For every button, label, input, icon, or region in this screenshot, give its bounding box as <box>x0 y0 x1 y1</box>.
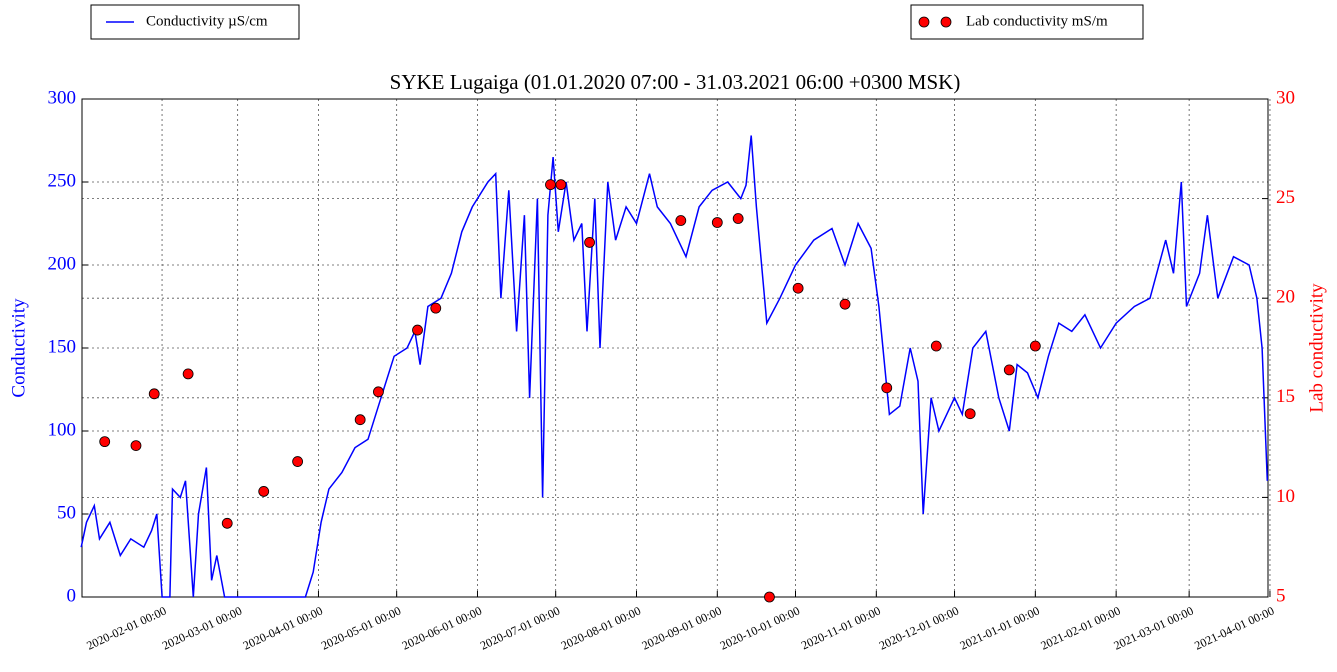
x-tick-label: 2020-03-01 00:00 <box>160 604 244 653</box>
lab-point <box>764 591 775 603</box>
lab-point <box>792 282 804 294</box>
y2-axis-label: Lab conductivity <box>1306 283 1327 413</box>
lab-point <box>430 302 442 314</box>
lab-point <box>930 340 942 352</box>
x-tick-label: 2020-08-01 00:00 <box>559 604 643 653</box>
lab-point <box>130 440 142 452</box>
x-tick-label: 2020-02-01 00:00 <box>84 604 168 653</box>
x-tick-label: 2020-04-01 00:00 <box>241 604 325 653</box>
y2-tick-label: 5 <box>1276 585 1286 606</box>
lab-point <box>839 298 851 310</box>
y-tick-label: 300 <box>48 87 77 108</box>
y2-tick-label: 10 <box>1276 486 1295 507</box>
x-tick-label: 2020-11-01 00:00 <box>799 604 883 653</box>
legend-swatch <box>918 16 930 28</box>
lab-point <box>258 486 270 497</box>
y-tick-label: 250 <box>48 170 77 191</box>
legend-label: Lab conductivity mS/m <box>966 13 1108 29</box>
lab-point <box>354 414 366 426</box>
y-axis-label: Conductivity <box>8 298 29 398</box>
y2-tick-label: 20 <box>1276 287 1295 308</box>
lab-point <box>555 179 567 191</box>
lab-point <box>584 237 595 248</box>
x-tick-label: 2021-03-01 00:00 <box>1111 604 1195 653</box>
chart-title: SYKE Lugaiga (01.01.2020 07:00 - 31.03.2… <box>390 70 961 94</box>
y-tick-label: 50 <box>57 502 76 523</box>
lab-point <box>711 217 723 228</box>
legend-label: Conductivity µS/cm <box>146 13 268 29</box>
lab-point <box>99 436 111 448</box>
y-tick-label: 150 <box>48 336 77 357</box>
lab-point <box>182 368 194 380</box>
lab-point <box>1029 340 1041 352</box>
lab-point <box>412 324 423 336</box>
x-tick-label: 2021-01-01 00:00 <box>958 604 1042 653</box>
lab-point <box>148 388 160 400</box>
x-tick-label: 2020-07-01 00:00 <box>478 604 562 653</box>
x-tick-label: 2020-12-01 00:00 <box>877 604 961 653</box>
y-tick-label: 0 <box>67 585 77 606</box>
lab-point <box>881 382 893 394</box>
x-tick-label: 2021-04-01 00:00 <box>1192 604 1276 653</box>
lab-point <box>675 215 687 226</box>
lab-point <box>545 179 556 191</box>
y-tick-label: 200 <box>48 253 77 274</box>
x-tick-label: 2020-10-01 00:00 <box>718 604 802 653</box>
y2-tick-label: 25 <box>1276 187 1295 208</box>
lab-point <box>964 408 976 420</box>
lab-point <box>373 386 384 398</box>
x-tick-label: 2021-02-01 00:00 <box>1038 604 1122 653</box>
legend-swatch <box>940 16 952 28</box>
lab-point <box>1003 364 1015 376</box>
y2-tick-label: 15 <box>1276 386 1295 407</box>
lab-point <box>732 213 744 224</box>
y2-tick-label: 30 <box>1276 87 1295 108</box>
lab-point <box>221 517 233 529</box>
data-line <box>80 135 1269 598</box>
y-tick-label: 100 <box>48 419 77 440</box>
x-tick-label: 2020-09-01 00:00 <box>640 604 724 653</box>
lab-point <box>292 456 304 467</box>
x-tick-label: 2020-05-01 00:00 <box>319 604 403 653</box>
plot-frame <box>81 98 1269 598</box>
x-tick-label: 2020-06-01 00:00 <box>400 604 484 653</box>
